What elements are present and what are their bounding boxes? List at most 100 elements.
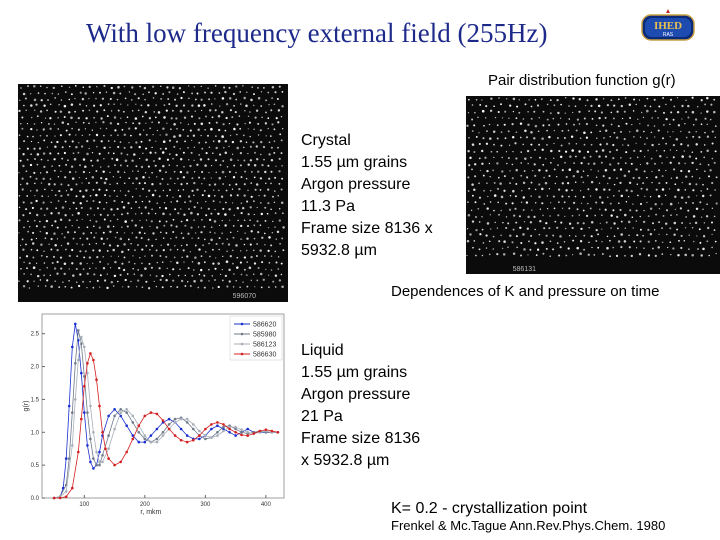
data-point bbox=[52, 496, 56, 500]
particle-field bbox=[466, 96, 718, 258]
data-point bbox=[83, 411, 86, 414]
data-point bbox=[179, 417, 183, 421]
liquid-line: Liquid bbox=[301, 342, 344, 359]
dependences-caption: Dependences of K and pressure on time bbox=[391, 283, 660, 300]
data-point bbox=[149, 411, 153, 414]
data-point bbox=[83, 345, 86, 349]
data-point bbox=[71, 444, 74, 447]
data-point bbox=[131, 437, 135, 441]
x-tick-label: 200 bbox=[140, 502, 151, 508]
data-point bbox=[137, 431, 141, 434]
legend-entry: 586630 bbox=[253, 352, 276, 359]
data-point bbox=[192, 427, 195, 431]
chart-svg: 0.0 0.5 1.0 1.5 2.0 2.5 100 200 300 400 r, mkm g(r)… bbox=[23, 313, 285, 516]
data-point bbox=[86, 411, 89, 414]
data-point bbox=[89, 437, 92, 441]
data-point bbox=[258, 429, 262, 433]
liquid-line: Argon pressure bbox=[301, 386, 411, 403]
legend-entry: 586123 bbox=[253, 342, 276, 349]
data-point bbox=[107, 434, 110, 437]
data-point bbox=[80, 417, 83, 421]
data-point bbox=[198, 434, 201, 437]
data-point bbox=[119, 460, 122, 464]
data-point bbox=[86, 444, 89, 447]
plot-frame bbox=[41, 313, 285, 499]
data-point bbox=[95, 450, 98, 454]
data-point bbox=[240, 428, 243, 431]
data-point bbox=[155, 427, 159, 431]
data-point bbox=[228, 425, 231, 429]
legend-entry: 585980 bbox=[253, 332, 276, 339]
data-point bbox=[252, 432, 256, 435]
data-point bbox=[113, 414, 116, 418]
data-point bbox=[234, 427, 237, 431]
data-point bbox=[228, 431, 231, 434]
data-point bbox=[64, 495, 68, 498]
data-point bbox=[98, 463, 101, 467]
data-point bbox=[173, 434, 177, 437]
data-point bbox=[240, 431, 243, 434]
data-point bbox=[95, 463, 98, 467]
data-point bbox=[80, 371, 83, 375]
data-point bbox=[92, 457, 95, 460]
data-point bbox=[155, 412, 159, 416]
crystal-description: Crystal 1.55 µm grains Argon pressure 11… bbox=[301, 130, 471, 262]
data-point bbox=[67, 457, 71, 460]
data-point bbox=[143, 434, 147, 437]
data-point bbox=[92, 467, 95, 470]
data-point bbox=[101, 431, 104, 434]
data-point bbox=[222, 425, 225, 429]
data-point bbox=[143, 414, 147, 418]
data-point bbox=[92, 358, 95, 362]
data-point bbox=[210, 427, 213, 431]
data-point bbox=[155, 440, 159, 444]
data-point bbox=[95, 378, 98, 381]
crystal-particles-right: 586131 bbox=[466, 96, 718, 273]
pair-distribution-chart: 0.0 0.5 1.0 1.5 2.0 2.5 100 200 300 400 r, mkm g(r)… bbox=[18, 308, 288, 540]
y-tick-label: 0.5 bbox=[31, 463, 40, 469]
data-point bbox=[137, 424, 141, 427]
data-point bbox=[210, 436, 213, 439]
data-point bbox=[83, 375, 86, 378]
data-point bbox=[167, 423, 171, 426]
data-point bbox=[234, 431, 237, 434]
particle-field bbox=[18, 84, 285, 290]
data-point bbox=[119, 411, 122, 414]
data-point bbox=[74, 398, 77, 401]
y-axis-label: g(r) bbox=[23, 401, 30, 412]
data-point bbox=[167, 427, 171, 431]
y-tick-label: 1.5 bbox=[31, 397, 40, 403]
data-point bbox=[179, 427, 183, 431]
data-point bbox=[222, 429, 225, 433]
data-point bbox=[222, 423, 225, 426]
data-point bbox=[246, 427, 249, 431]
x-tick-label: 400 bbox=[261, 502, 272, 508]
logo-bottom-text: RAS bbox=[663, 32, 674, 38]
data-point bbox=[101, 460, 104, 464]
pair-distribution-caption: Pair distribution function g(r) bbox=[488, 72, 676, 89]
data-point bbox=[179, 438, 183, 442]
data-point bbox=[89, 404, 92, 408]
data-point bbox=[58, 496, 62, 500]
data-point bbox=[246, 434, 249, 437]
data-point bbox=[222, 427, 225, 431]
data-point bbox=[216, 424, 219, 427]
data-point bbox=[64, 490, 68, 493]
data-point bbox=[89, 352, 92, 355]
data-point bbox=[107, 447, 110, 450]
crystal-frame-image-right: 586131 bbox=[466, 96, 720, 274]
data-point bbox=[125, 450, 128, 454]
data-point bbox=[71, 345, 74, 349]
x-tick-label: 100 bbox=[79, 502, 90, 508]
data-point bbox=[107, 414, 110, 418]
data-point bbox=[131, 421, 135, 424]
data-point bbox=[74, 362, 77, 365]
data-point bbox=[149, 440, 153, 444]
data-point bbox=[80, 335, 83, 339]
crystal-line: 11.3 Pa bbox=[301, 198, 355, 215]
crystal-line: Crystal bbox=[301, 132, 351, 149]
data-point bbox=[101, 454, 104, 457]
photo-left-label: 596070 bbox=[233, 293, 256, 300]
data-point bbox=[204, 427, 207, 431]
data-point bbox=[86, 362, 89, 365]
